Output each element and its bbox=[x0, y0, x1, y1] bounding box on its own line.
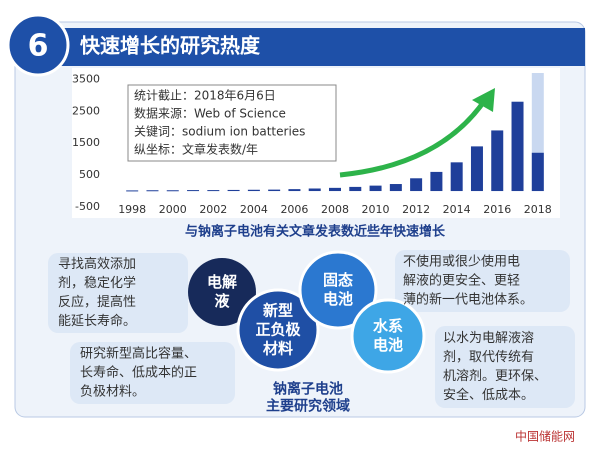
bar bbox=[146, 190, 159, 192]
bar bbox=[470, 146, 483, 192]
circle-label: 材料 bbox=[263, 340, 293, 358]
bar bbox=[430, 171, 443, 192]
bar bbox=[126, 190, 139, 192]
badge: 6 bbox=[28, 29, 49, 64]
area-circle bbox=[298, 250, 378, 330]
x-tick-label: 2000 bbox=[159, 203, 187, 216]
area-circle bbox=[350, 298, 426, 374]
y-tick-label: 500 bbox=[79, 168, 100, 181]
note-text: 能延长寿命。 bbox=[58, 313, 136, 329]
x-tick-label: 1998 bbox=[118, 203, 146, 216]
chart-caption: 与钠离子电池有关文章发表数近些年快速增长 bbox=[185, 224, 446, 240]
arrow-head bbox=[472, 88, 495, 112]
x-tick-label: 2012 bbox=[402, 203, 430, 216]
circle-label: 正负极 bbox=[255, 321, 301, 339]
notes-box bbox=[127, 84, 337, 162]
bar bbox=[308, 188, 321, 192]
circle-label: 电解 bbox=[207, 273, 237, 291]
circle-label: 新型 bbox=[263, 302, 293, 320]
source-note: 数据来源：Web of Science bbox=[134, 106, 286, 121]
circle-label: 固态 bbox=[323, 271, 353, 289]
bar bbox=[247, 189, 260, 192]
note-text: 寻找高效添加 bbox=[58, 256, 136, 272]
note-text: 剂，取代传统有 bbox=[443, 350, 534, 365]
x-tick-label: 2006 bbox=[280, 203, 308, 216]
bar bbox=[410, 178, 423, 192]
bar bbox=[329, 187, 341, 192]
note-box bbox=[395, 250, 570, 312]
area-circle bbox=[188, 258, 256, 326]
note-text: 薄的新一代电池体系。 bbox=[403, 292, 533, 308]
circle-label: 电池 bbox=[323, 290, 353, 308]
x-tick-label: 2016 bbox=[483, 203, 511, 216]
bar bbox=[187, 190, 200, 192]
badge-circle bbox=[6, 13, 70, 77]
note-text: 以水为电解液溶 bbox=[443, 331, 534, 346]
header-band bbox=[30, 28, 585, 66]
x-tick-label: 2002 bbox=[199, 203, 227, 216]
center-caption: 钠离子电池 bbox=[273, 381, 343, 398]
circle-label: 液 bbox=[214, 292, 230, 310]
note-text: 不使用或很少使用电 bbox=[403, 254, 520, 270]
bar bbox=[268, 189, 281, 192]
source-note: 统计截止：2018年6月6日 bbox=[134, 89, 276, 103]
area-circle bbox=[236, 288, 320, 372]
x-tick-label: 2014 bbox=[443, 203, 471, 216]
y-tick-label: 2500 bbox=[72, 104, 100, 117]
bar bbox=[207, 190, 220, 192]
x-tick-label: 2004 bbox=[240, 203, 268, 216]
note-text: 研究新型高比容量、 bbox=[80, 346, 197, 362]
bar bbox=[288, 189, 301, 192]
trend-arrow bbox=[339, 98, 488, 178]
bar bbox=[227, 189, 240, 192]
bar bbox=[450, 162, 463, 192]
note-text: 反应，提高性 bbox=[58, 294, 136, 310]
note-text: 安全、低成本。 bbox=[443, 387, 534, 403]
x-tick-label: 2008 bbox=[321, 203, 349, 216]
note-text: 负极材料。 bbox=[80, 385, 145, 400]
bar bbox=[511, 101, 524, 192]
circle-label: 电池 bbox=[373, 336, 403, 354]
note-text: 长寿命、低成本的正 bbox=[80, 365, 197, 381]
bar bbox=[389, 184, 402, 192]
note-box bbox=[435, 326, 575, 408]
header-title: 快速增长的研究热度 bbox=[80, 34, 261, 58]
source-note: 纵坐标：文章发表数/年 bbox=[134, 142, 258, 157]
y-tick-label: 3500 bbox=[72, 72, 100, 85]
source-note: 关键词：sodium ion batteries bbox=[134, 125, 305, 139]
bar bbox=[349, 186, 362, 192]
y-tick-label: 1500 bbox=[72, 136, 100, 149]
note-box bbox=[48, 253, 188, 333]
bar bbox=[491, 130, 504, 192]
bar bbox=[369, 185, 382, 192]
note-text: 剂，稳定化学 bbox=[58, 275, 136, 291]
center-caption: 主要研究领域 bbox=[266, 398, 350, 415]
note-text: 机溶剂。更环保、 bbox=[443, 369, 547, 384]
bar bbox=[166, 190, 179, 192]
circle-label: 水系 bbox=[373, 317, 403, 335]
watermark: 中国储能网 bbox=[515, 429, 575, 444]
x-tick-label: 2018 bbox=[524, 203, 552, 216]
y-tick-label: -500 bbox=[75, 200, 100, 213]
x-tick-label: 2010 bbox=[362, 203, 390, 216]
note-text: 解液的更安全、更轻 bbox=[403, 273, 520, 289]
note-box bbox=[70, 342, 235, 404]
bar bbox=[531, 152, 544, 192]
